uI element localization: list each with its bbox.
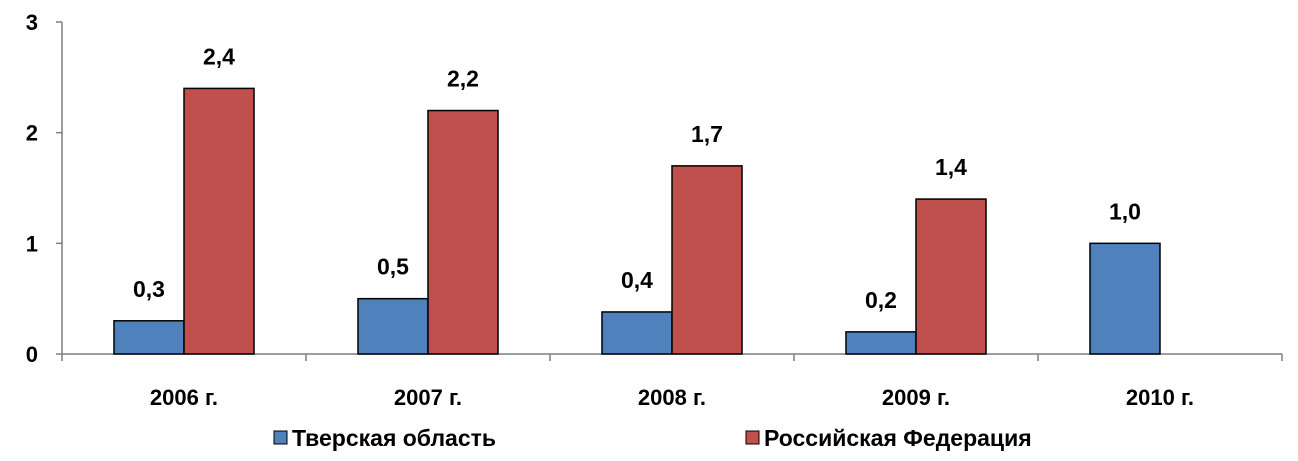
legend: Тверская область Российская Федерация: [273, 425, 1032, 451]
bar-tver-1: [357, 297, 429, 355]
data-label: 2,4: [203, 43, 235, 69]
bars: [113, 87, 1161, 355]
x-tick-label: 2009 г.: [882, 385, 950, 410]
x-tick-label: 2008 г.: [638, 385, 706, 410]
bar-rf-0: [183, 87, 255, 355]
data-label: 2,2: [447, 66, 479, 92]
x-tick-label: 2010 г.: [1126, 385, 1194, 410]
y-tick-label: 0: [26, 342, 38, 367]
x-tick-label: 2006 г.: [150, 385, 218, 410]
x-axis: 2006 г. 2007 г. 2008 г. 2009 г. 2010 г.: [61, 353, 1283, 410]
legend-label: Тверская область: [292, 425, 496, 451]
bar-tver-2: [601, 311, 673, 355]
data-label: 0,2: [865, 287, 897, 313]
bar-tver-4: [1089, 242, 1161, 355]
data-label: 0,5: [377, 254, 409, 280]
bar-rf-2: [671, 165, 743, 355]
legend-swatch: [273, 430, 288, 445]
bar-rf-1: [427, 109, 499, 355]
y-tick-label: 1: [26, 231, 38, 256]
legend-swatch: [745, 430, 760, 445]
data-label: 0,4: [621, 267, 653, 293]
data-label: 1,0: [1109, 198, 1141, 224]
data-labels: 0,3 2,4 0,5 2,2 0,4 1,7 0,2 1,4 1,0: [133, 43, 1141, 312]
y-axis: 0 1 2 3: [26, 10, 63, 367]
y-tick-label: 2: [26, 121, 38, 146]
y-tick-label: 3: [26, 10, 38, 35]
x-tick-label: 2007 г.: [394, 385, 462, 410]
data-label: 1,4: [935, 154, 967, 180]
bar-tver-0: [113, 320, 185, 355]
legend-label: Российская Федерация: [764, 425, 1032, 451]
data-label: 0,3: [133, 276, 165, 302]
data-label: 1,7: [691, 121, 723, 147]
bar-rf-3: [915, 198, 987, 355]
bar-tver-3: [845, 331, 917, 355]
